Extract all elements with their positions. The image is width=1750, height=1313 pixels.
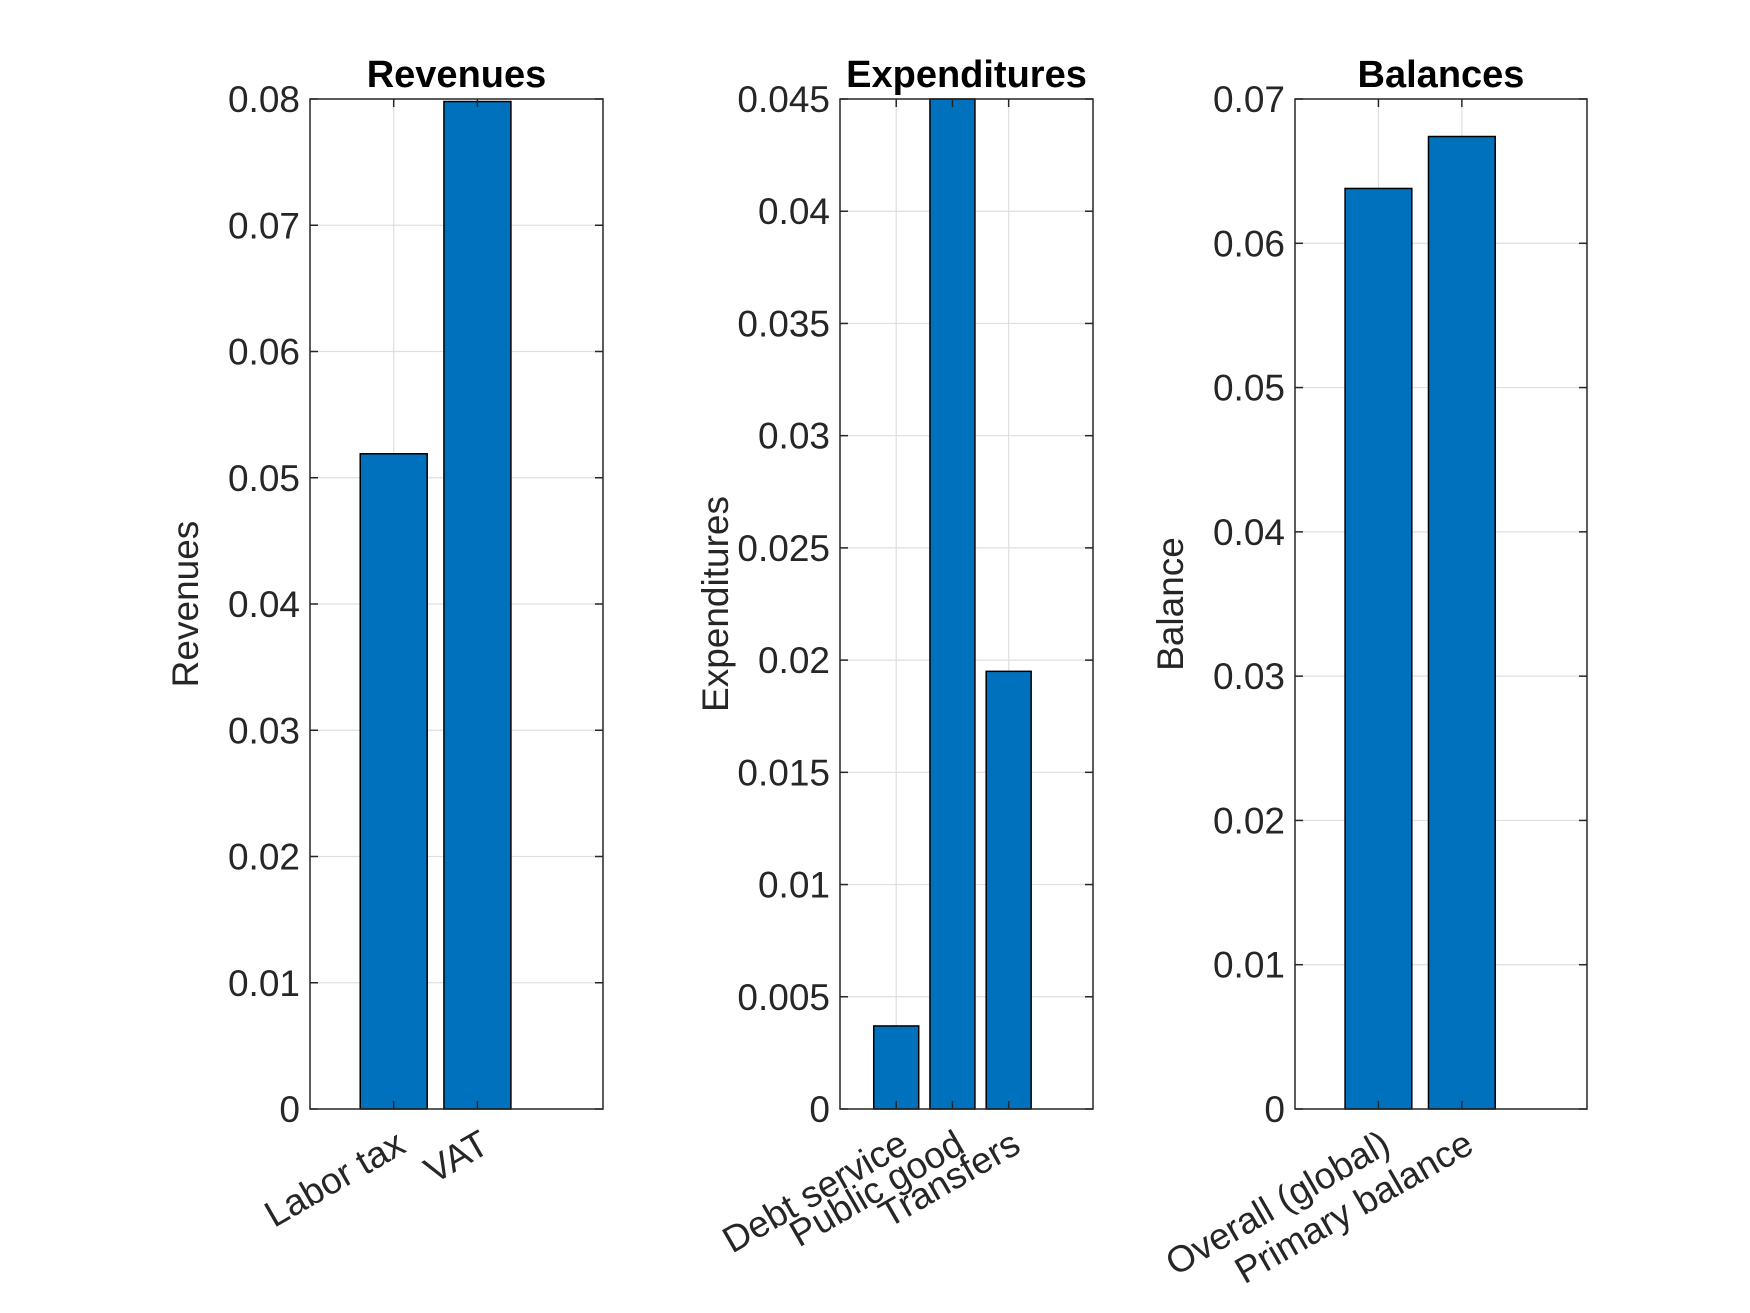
revenues-ytick-label: 0.03 [228, 710, 300, 751]
expenditures-chart: 0 0.005 0.01 0.015 0.02 0.025 0.03 0.035 0.04 0.0… [695, 54, 1094, 1261]
revenues-ytick-label: 0.06 [228, 332, 300, 373]
expenditures-ytick-label: 0.02 [758, 640, 830, 681]
expenditures-ytick-label: 0 [809, 1089, 830, 1130]
revenues-title: Revenues [367, 54, 547, 96]
revenues-ytick-label: 0 [279, 1089, 300, 1130]
expenditures-ytick-label: 0.035 [737, 303, 830, 344]
revenues-ytick-label: 0.05 [228, 458, 300, 499]
balances-bar-1 [1344, 187, 1413, 1110]
revenues-ylabel: Revenues [165, 521, 206, 688]
balances-title: Balances [1358, 54, 1525, 96]
expenditures-bar-2 [929, 98, 976, 1110]
expenditures-title: Expenditures [846, 54, 1087, 96]
expenditures-ylabel: Expenditures [695, 496, 736, 712]
revenues-ytick-label: 0.08 [228, 79, 300, 120]
expenditures-ytick-label: 0.04 [758, 191, 830, 232]
expenditures-ytick-label: 0.03 [758, 416, 830, 457]
revenues-ytick-label: 0.04 [228, 584, 300, 625]
expenditures-ytick-label: 0.005 [737, 977, 830, 1018]
balances-ytick-label: 0 [1264, 1089, 1285, 1130]
balances-bar-2 [1427, 135, 1496, 1110]
expenditures-ytick-label: 0.01 [758, 865, 830, 906]
expenditures-bar-1 [872, 1025, 920, 1110]
balances-ytick-label: 0.03 [1213, 656, 1285, 697]
revenues-bar-1 [359, 453, 428, 1110]
balances-ytick-label: 0.05 [1213, 368, 1285, 409]
expenditures-ytick-label: 0.025 [737, 528, 830, 569]
balances-axes-box [1294, 98, 1588, 1110]
revenues-bar-2 [443, 100, 512, 1110]
balances-ytick-label: 0.07 [1213, 79, 1285, 120]
expenditures-ytick-label: 0.015 [737, 752, 830, 793]
balances-ytick-label: 0.06 [1213, 223, 1285, 264]
revenues-ytick-label: 0.07 [228, 205, 300, 246]
revenues-ytick-label: 0.01 [228, 963, 300, 1004]
balances-ytick-label: 0.04 [1213, 512, 1285, 553]
expenditures-axes-box [839, 98, 1094, 1110]
expenditures-bar-3 [985, 670, 1032, 1110]
balances-ytick-label: 0.02 [1213, 800, 1285, 841]
revenues-ytick-label: 0.02 [228, 837, 300, 878]
balances-ytick-label: 0.01 [1213, 945, 1285, 986]
expenditures-ytick-label: 0.045 [737, 79, 830, 120]
balances-ylabel: Balance [1150, 537, 1191, 671]
